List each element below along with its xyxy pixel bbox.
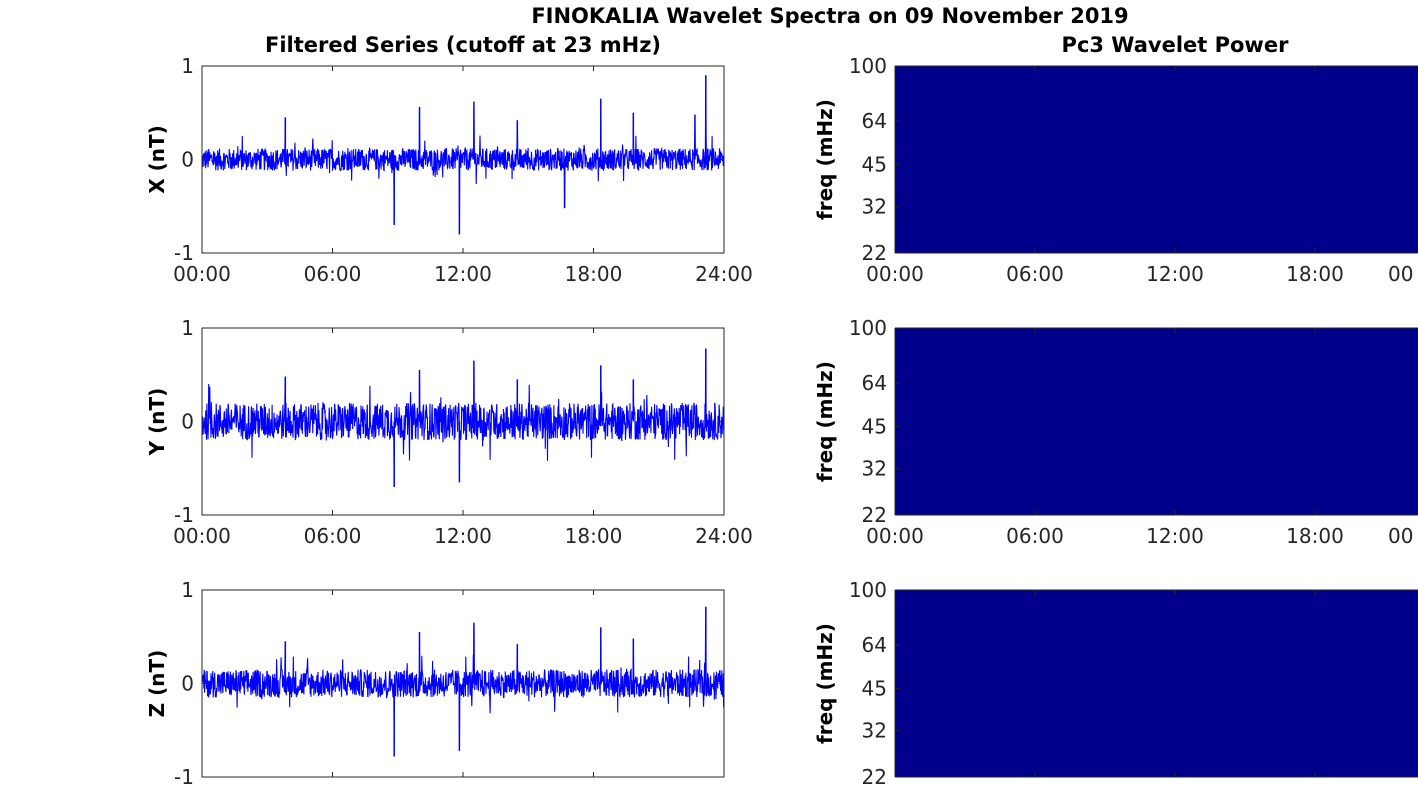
x-tick-label: 12:00	[1146, 262, 1204, 286]
wavelet-power-panel-0	[894, 65, 1418, 254]
x-tick-label: 06:00	[304, 262, 362, 286]
wavelet-power-title: Pc3 Wavelet Power	[1061, 33, 1289, 57]
x-tick-label: 18:00	[565, 262, 623, 286]
figure-title: FINOKALIA Wavelet Spectra on 09 November…	[531, 4, 1129, 28]
series-line	[201, 348, 725, 487]
y-tick-label: 22	[862, 765, 887, 788]
x-tick-label: 12:00	[1146, 524, 1204, 548]
y-tick-label: 64	[862, 633, 887, 657]
wavelet-power-panel-2	[894, 589, 1418, 778]
x-tick-label: 00	[1388, 524, 1413, 548]
y-tick-label: 32	[862, 195, 887, 219]
x-tick-label: 00	[1388, 262, 1413, 286]
y-tick-label: -1	[174, 241, 194, 265]
y-tick-label: 100	[849, 316, 887, 340]
y-axis-label: Y (nT)	[145, 388, 169, 457]
wavelet-power-field	[895, 328, 1418, 515]
wavelet-power-field	[895, 590, 1418, 777]
filtered-series-panel-0	[201, 65, 725, 254]
series-line	[201, 606, 725, 757]
x-tick-label: 24:00	[695, 524, 753, 548]
y-tick-label: 45	[862, 415, 887, 439]
y-tick-label: 45	[862, 677, 887, 701]
x-tick-label: 24:00	[695, 262, 753, 286]
y-tick-label: 100	[849, 54, 887, 78]
y-tick-label: 1	[181, 578, 194, 602]
y-tick-label: 32	[862, 719, 887, 743]
x-tick-label: 12:00	[434, 262, 492, 286]
x-tick-label: 00:00	[173, 524, 231, 548]
series-line	[201, 75, 725, 235]
y-axis-label: freq (mHz)	[813, 623, 837, 744]
filtered-series-panel-1	[201, 327, 725, 516]
x-tick-label: 00:00	[866, 524, 924, 548]
x-tick-label: 00:00	[866, 262, 924, 286]
y-axis-label: freq (mHz)	[813, 361, 837, 482]
y-tick-label: 22	[862, 503, 887, 527]
y-tick-label: -1	[174, 503, 194, 527]
y-tick-label: 1	[181, 316, 194, 340]
y-axis-label: freq (mHz)	[813, 99, 837, 220]
y-tick-label: 0	[181, 148, 194, 172]
y-tick-label: 64	[862, 371, 887, 395]
y-axis-label: X (nT)	[145, 125, 169, 194]
x-tick-label: 00:00	[173, 262, 231, 286]
filtered-series-panel-2	[201, 589, 725, 778]
x-tick-label: 18:00	[565, 524, 623, 548]
x-tick-label: 12:00	[434, 524, 492, 548]
y-tick-label: 64	[862, 109, 887, 133]
filtered-series-title: Filtered Series (cutoff at 23 mHz)	[264, 33, 662, 57]
y-tick-label: 22	[862, 241, 887, 265]
y-tick-label: -1	[174, 765, 194, 788]
y-tick-label: 45	[862, 153, 887, 177]
wavelet-power-panel-1	[894, 327, 1418, 516]
y-tick-label: 0	[181, 672, 194, 696]
x-tick-label: 18:00	[1286, 524, 1344, 548]
y-tick-label: 0	[181, 410, 194, 434]
y-axis-label: Z (nT)	[145, 650, 169, 718]
x-tick-label: 18:00	[1286, 262, 1344, 286]
y-tick-label: 32	[862, 457, 887, 481]
x-tick-label: 06:00	[304, 524, 362, 548]
wavelet-power-field	[895, 66, 1418, 253]
y-tick-label: 100	[849, 578, 887, 602]
x-tick-label: 06:00	[1006, 262, 1064, 286]
y-tick-label: 1	[181, 54, 194, 78]
x-tick-label: 06:00	[1006, 524, 1064, 548]
